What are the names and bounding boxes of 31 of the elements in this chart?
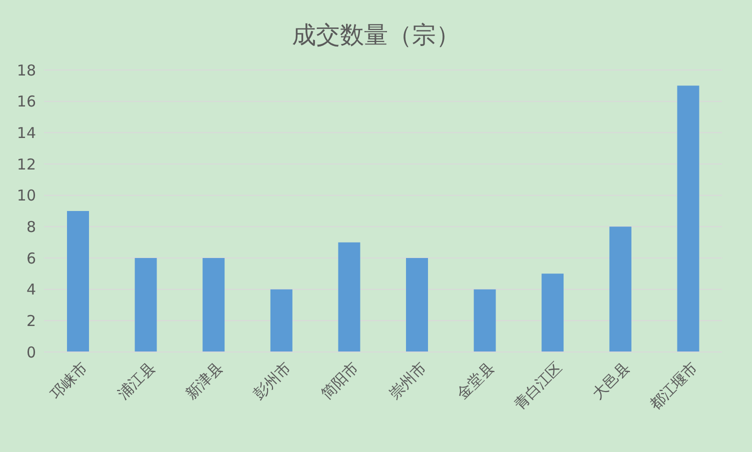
bar	[406, 258, 428, 352]
y-tick-label: 8	[26, 218, 36, 236]
bar	[677, 86, 700, 352]
x-tick-label: 浦江县	[114, 358, 159, 403]
y-tick-label: 18	[16, 61, 36, 80]
x-tick-label: 大邑县	[588, 358, 634, 403]
y-tick-label: 10	[16, 186, 36, 205]
x-tick-label: 金堂县	[453, 358, 498, 403]
x-tick-label: 邛崃市	[46, 358, 91, 403]
bar	[202, 258, 225, 352]
bar	[134, 258, 157, 352]
x-tick-label: 青白江区	[510, 358, 566, 414]
bar	[338, 242, 360, 352]
y-tick-label: 2	[26, 312, 36, 330]
y-tick-label: 14	[16, 124, 36, 142]
y-tick-label: 12	[16, 155, 36, 174]
y-tick-label: 4	[26, 280, 36, 299]
y-tick-label: 0	[26, 343, 36, 362]
chart-title: 成交数量（宗）	[292, 21, 460, 49]
bar	[270, 289, 292, 352]
x-tick-label: 彭州市	[250, 358, 294, 403]
bar	[474, 289, 496, 352]
bar	[609, 226, 632, 352]
y-tick-label: 16	[16, 92, 36, 111]
x-tick-label: 崇州市	[385, 358, 430, 403]
y-tick-label: 6	[26, 249, 36, 268]
x-tick-label: 简阳市	[318, 358, 362, 403]
bar	[542, 274, 564, 352]
bar	[67, 211, 89, 352]
x-tick-label: 都江堰市	[646, 358, 702, 414]
x-tick-label: 新津县	[182, 358, 227, 403]
